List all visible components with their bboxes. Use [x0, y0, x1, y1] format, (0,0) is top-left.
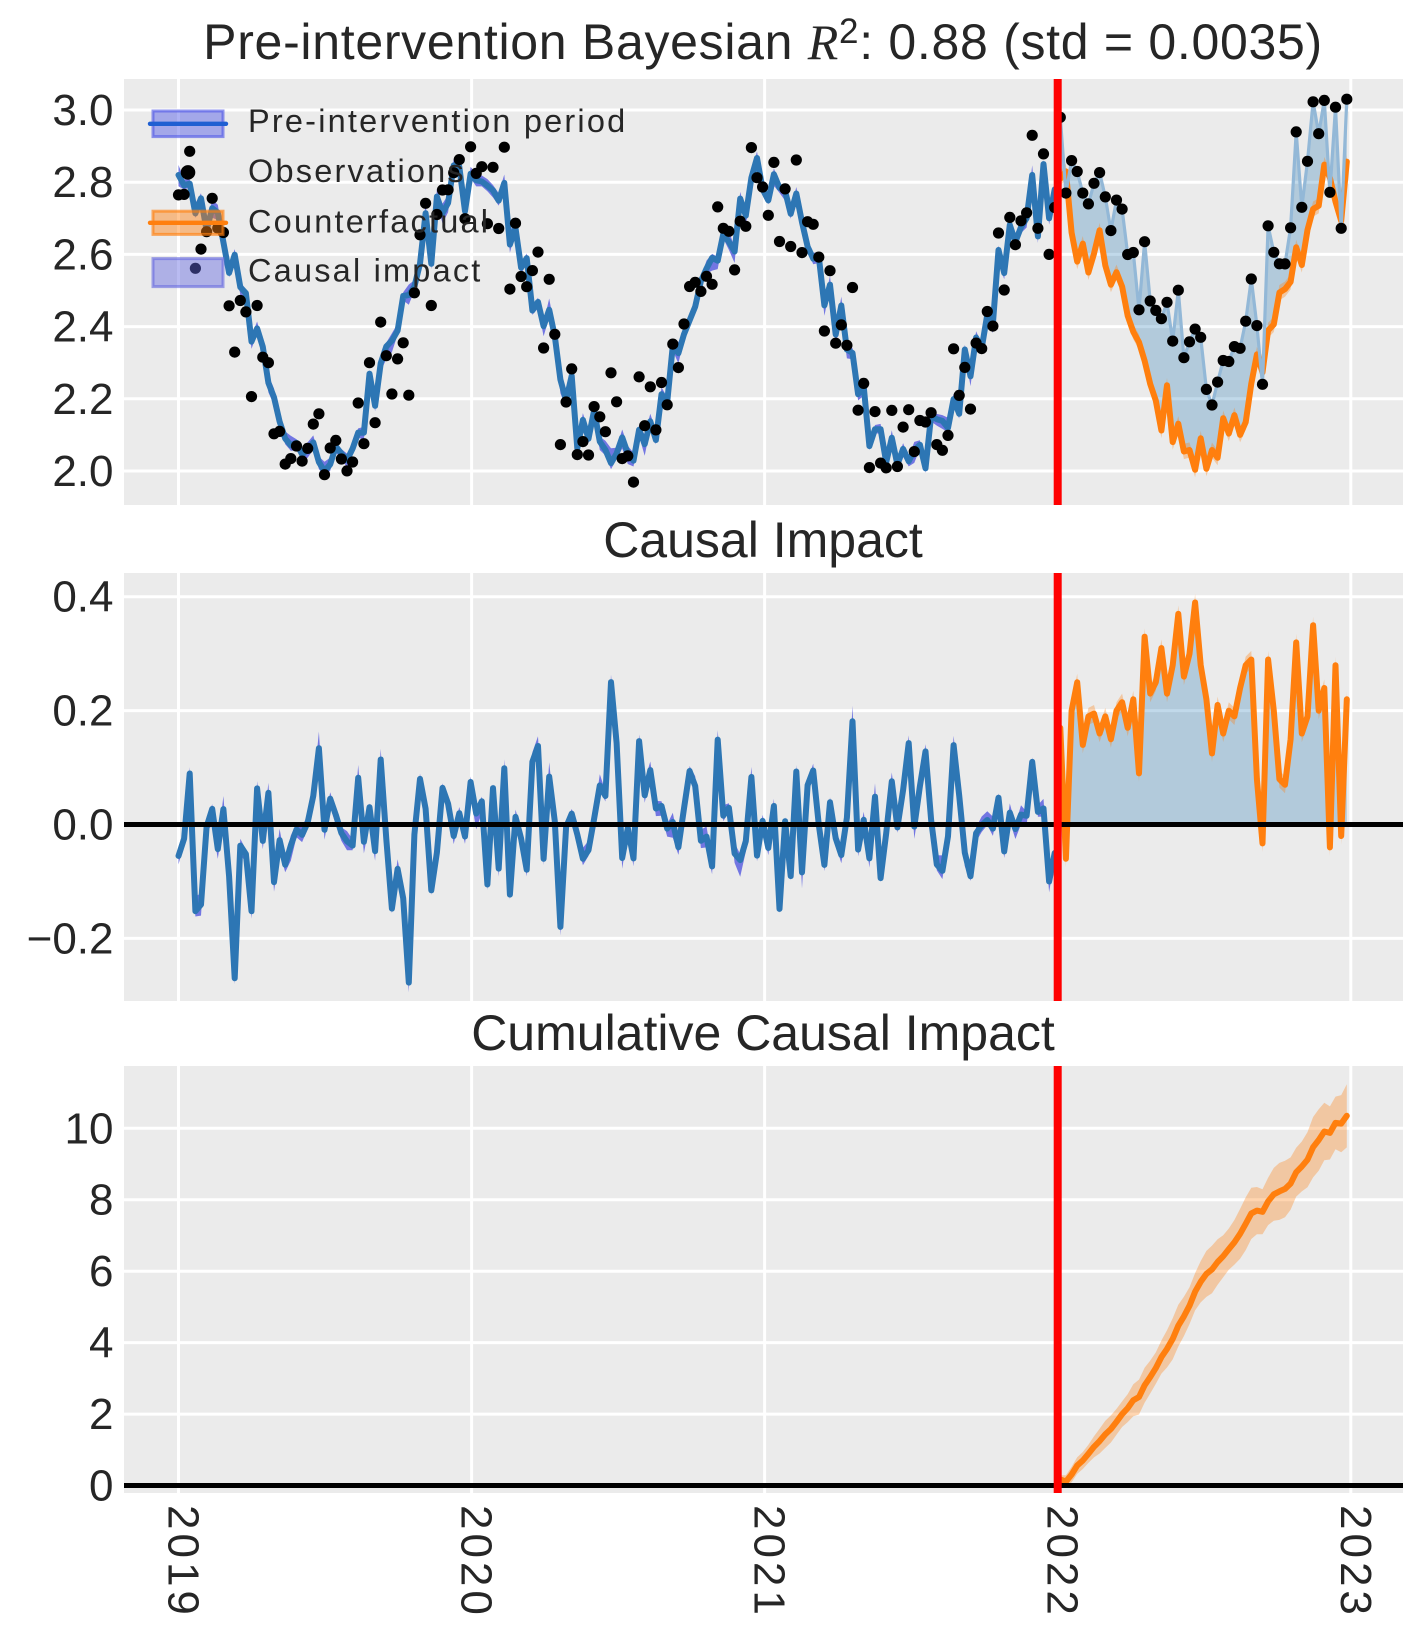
svg-text:2021: 2021	[745, 1505, 794, 1619]
svg-text:2022: 2022	[1038, 1505, 1087, 1619]
svg-text:Causal Impact: Causal Impact	[603, 512, 923, 568]
svg-text:3.0: 3.0	[52, 86, 113, 135]
svg-text:Pre-intervention period: Pre-intervention period	[248, 103, 627, 139]
svg-text:2.8: 2.8	[52, 158, 113, 207]
svg-text:2.2: 2.2	[52, 375, 113, 424]
svg-text:8: 8	[89, 1176, 113, 1225]
svg-text:2.4: 2.4	[52, 303, 113, 352]
svg-text:10: 10	[65, 1104, 114, 1153]
svg-text:2019: 2019	[159, 1505, 208, 1619]
svg-text:Pre-intervention Bayesian R2:: Pre-intervention Bayesian R2: 0.88 (std …	[203, 12, 1323, 70]
svg-text:2.6: 2.6	[52, 230, 113, 279]
svg-text:Counterfactual: Counterfactual	[248, 204, 490, 240]
svg-text:Observations: Observations	[248, 153, 466, 189]
svg-text:2023: 2023	[1331, 1505, 1380, 1619]
svg-text:2: 2	[89, 1390, 113, 1439]
svg-text:4: 4	[89, 1319, 113, 1368]
svg-text:0.0: 0.0	[52, 801, 113, 850]
svg-text:Cumulative Causal Impact: Cumulative Causal Impact	[471, 1005, 1055, 1061]
svg-text:0: 0	[89, 1462, 113, 1511]
svg-text:0.2: 0.2	[52, 687, 113, 736]
svg-text:2.0: 2.0	[52, 447, 113, 496]
svg-text:6: 6	[89, 1247, 113, 1296]
svg-text:−0.2: −0.2	[27, 914, 114, 963]
svg-text:2020: 2020	[452, 1505, 501, 1619]
svg-text:0.4: 0.4	[52, 573, 113, 622]
svg-text:Causal impact: Causal impact	[248, 253, 483, 289]
